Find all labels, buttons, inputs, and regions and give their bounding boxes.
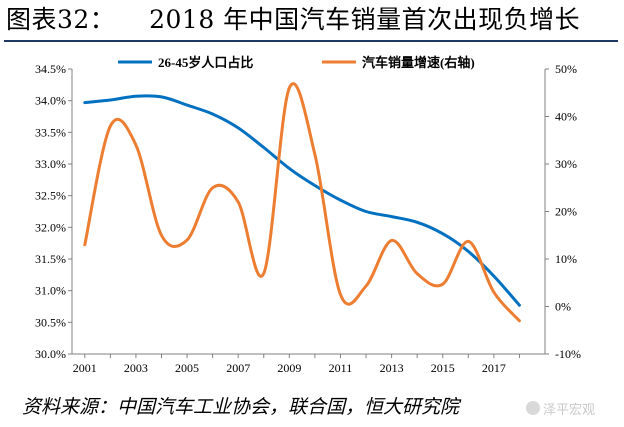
chart-title: 图表32： 2018 年中国汽车销量首次出现负增长: [6, 5, 581, 34]
y2-tick-label: 20%: [555, 205, 577, 219]
watermark: 泽平宏观: [526, 398, 595, 418]
watermark-text: 泽平宏观: [543, 402, 596, 418]
y2-tick-label: 30%: [555, 157, 577, 171]
legend-sales-label: 汽车销量增速(右轴): [362, 55, 475, 70]
x-tick-label: 2005: [175, 361, 199, 375]
wechat-icon: [526, 401, 540, 415]
legend-population-label: 26-45岁人口占比: [158, 55, 253, 70]
line-chart: 30.0% 30.5% 31.0% 31.5% 32.0% 32.5% 33.0% 33.5%…: [35, 55, 581, 375]
y2-tick-label: 50%: [555, 62, 577, 76]
x-tick-label: 2011: [329, 361, 353, 375]
y2-tick-label: 10%: [555, 252, 577, 266]
y-tick-label: 32.0%: [35, 220, 66, 234]
x-tick-label: 2003: [124, 361, 148, 375]
y-tick-label: 31.5%: [35, 252, 66, 266]
title-rule: [4, 40, 618, 42]
y-tick-label: 30.5%: [35, 315, 66, 329]
y2-tick-label: -10%: [555, 347, 581, 361]
x-tick-label: 2015: [431, 361, 455, 375]
y-tick-label: 33.5%: [35, 125, 66, 139]
y-tick-label: 30.0%: [35, 347, 66, 361]
y-tick-label: 31.0%: [35, 284, 66, 298]
population-share-line: [83, 94, 521, 307]
x-tick-label: 2007: [226, 361, 250, 375]
sales-growth-line: [83, 82, 521, 323]
y-tick-label: 32.5%: [35, 189, 66, 203]
y-tick-label: 33.0%: [35, 157, 66, 171]
x-tick-label: 2001: [73, 361, 97, 375]
y-tick-label: 34.0%: [35, 94, 66, 108]
source-note: 资料来源：中国汽车工业协会，联合国，恒大研究院: [22, 396, 460, 418]
chart-area: 30.0% 30.5% 31.0% 31.5% 32.0% 32.5% 33.0% 33.5%…: [0, 44, 624, 384]
y-tick-label: 34.5%: [35, 62, 66, 76]
y2-tick-label: 0%: [555, 300, 571, 314]
y2-tick-label: 40%: [555, 110, 577, 124]
x-tick-label: 2013: [380, 361, 404, 375]
x-tick-label: 2017: [482, 361, 506, 375]
x-tick-label: 2009: [277, 361, 301, 375]
